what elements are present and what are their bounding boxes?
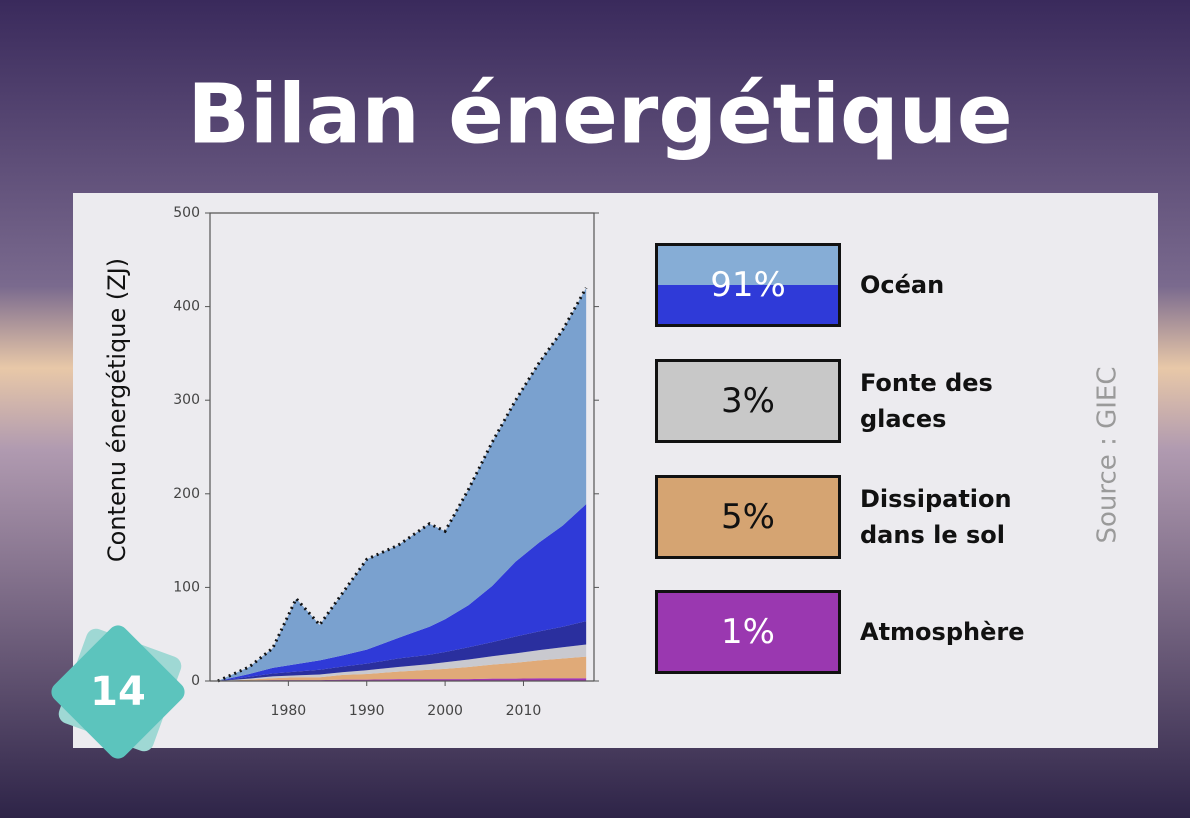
legend-label: Océan: [860, 271, 945, 299]
y-tick-label: 400: [173, 299, 200, 315]
legend-percent: 3%: [721, 381, 775, 421]
badge-front: [51, 625, 185, 759]
chart-panel: [73, 193, 1158, 748]
y-tick-label: 200: [173, 486, 200, 502]
legend-percent: 1%: [721, 612, 775, 652]
x-tick-label: 2000: [427, 703, 463, 719]
area: [217, 621, 587, 681]
legend-label: Atmosphère: [860, 618, 1025, 646]
area: [217, 504, 587, 681]
legend-percent: 5%: [721, 497, 775, 537]
axis-frame: [209, 212, 595, 681]
legend-swatch: 91%: [655, 243, 841, 327]
legend-swatch: 1%: [655, 590, 841, 674]
y-tick-label: 100: [173, 579, 200, 595]
x-tick-label: 1990: [349, 703, 385, 719]
card-number: 14: [90, 669, 146, 715]
y-axis-label: Contenu énergétique (ZJ): [103, 258, 131, 562]
card-number-badge: 14: [51, 625, 185, 759]
x-tick-label: 1980: [271, 703, 307, 719]
legend-label: Fonte des glaces: [860, 369, 993, 433]
x-tick-label: 2010: [506, 703, 542, 719]
area: [217, 644, 587, 681]
legend-swatch: 5%: [655, 475, 841, 559]
source: Source : GIEC: [1093, 367, 1123, 544]
legend-percent: 91%: [710, 265, 786, 305]
area: [217, 656, 587, 681]
y-tick-label: 500: [173, 205, 200, 221]
area: [217, 678, 587, 681]
legend-label: Dissipation dans le sol: [860, 485, 1012, 549]
area: [217, 287, 587, 681]
total-line: [217, 287, 588, 683]
card-title: Bilan énergétique: [187, 67, 1012, 162]
legend-swatch: 3%: [655, 359, 841, 443]
y-tick-label: 0: [191, 673, 200, 689]
y-tick-label: 300: [173, 392, 200, 408]
